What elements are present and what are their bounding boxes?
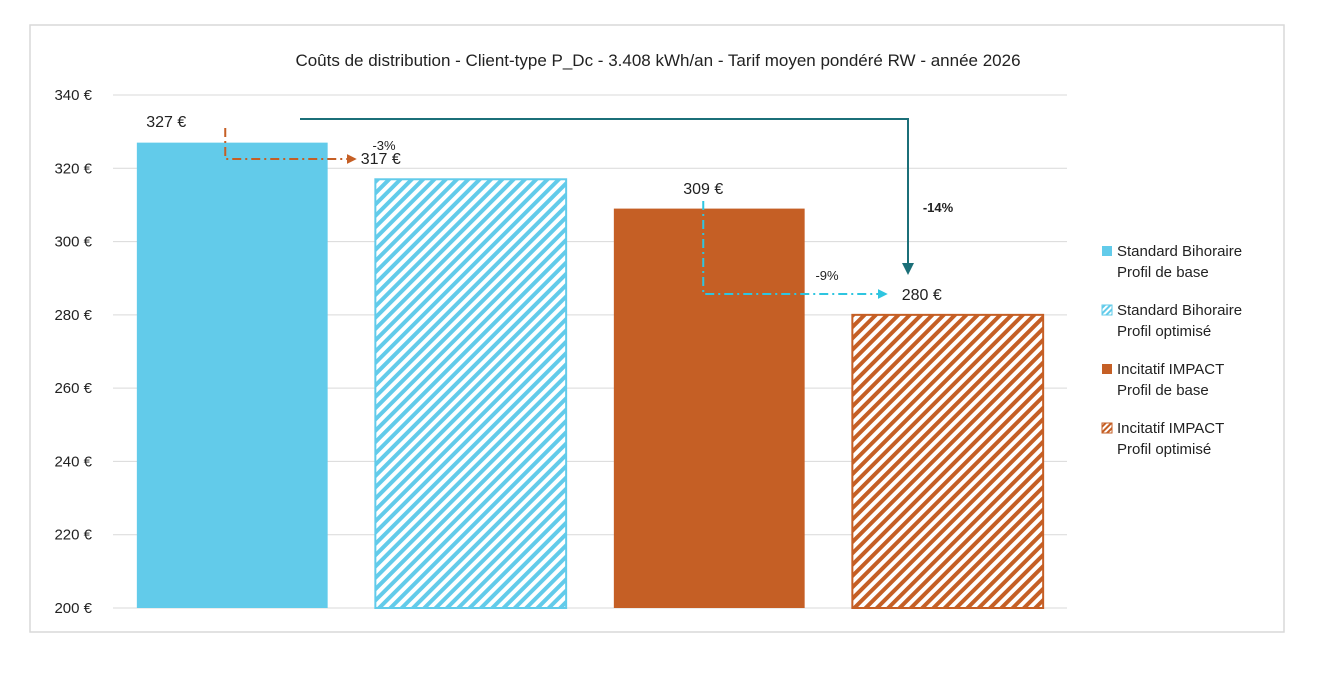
y-tick-label: 220 € xyxy=(54,527,92,544)
arrow-annotation-2 xyxy=(702,201,888,299)
data-label-3: 309 € xyxy=(683,181,723,198)
bar-1 xyxy=(136,142,328,608)
data-label-2: 317 € xyxy=(361,151,401,168)
data-labels: 327 € 317 € 309 € 280 € xyxy=(146,114,942,304)
y-axis: 200 € 220 € 240 € 260 € 280 € 300 € 320 € 340 € xyxy=(54,87,92,617)
legend-label-1-line1: Standard Bihoraire xyxy=(1117,243,1242,260)
arrow-annotation-label-3: -14% xyxy=(923,200,954,215)
bar-2 xyxy=(374,178,568,609)
annotations: -3% -9% -14% xyxy=(224,118,954,299)
y-tick-label: 320 € xyxy=(54,160,92,177)
data-label-4: 280 € xyxy=(902,287,942,304)
legend-swatch-1 xyxy=(1102,246,1112,256)
legend-label-3-line2: Profil de base xyxy=(1117,382,1209,399)
y-tick-label: 240 € xyxy=(54,453,92,470)
data-label-1: 327 € xyxy=(146,114,186,131)
legend: Standard Bihoraire Profil de base Standard… xyxy=(1101,243,1242,458)
y-tick-label: 260 € xyxy=(54,380,92,397)
y-tick-label: 200 € xyxy=(54,600,92,617)
legend-label-4-line1: Incitatif IMPACT xyxy=(1117,420,1224,437)
legend-label-3-line1: Incitatif IMPACT xyxy=(1117,361,1224,378)
y-tick-label: 340 € xyxy=(54,87,92,104)
arrow-annotation-label-1: -3% xyxy=(372,138,396,153)
arrow-annotation-label-2: -9% xyxy=(815,268,839,283)
legend-label-4-line2: Profil optimisé xyxy=(1117,441,1211,458)
y-tick-label: 280 € xyxy=(54,307,92,324)
bar-3 xyxy=(613,208,805,609)
y-tick-label: 300 € xyxy=(54,234,92,251)
legend-swatch-2 xyxy=(1101,304,1113,316)
legend-label-2-line2: Profil optimisé xyxy=(1117,323,1211,340)
legend-swatch-3 xyxy=(1102,364,1112,374)
arrow-annotation-1 xyxy=(224,128,357,164)
bars xyxy=(136,142,1045,609)
legend-swatch-4 xyxy=(1101,422,1113,434)
chart-title: Coûts de distribution - Client-type P_Dc… xyxy=(295,51,1020,70)
arrow-annotation-3 xyxy=(300,118,914,275)
legend-label-2-line1: Standard Bihoraire xyxy=(1117,302,1242,319)
bar-4 xyxy=(851,313,1045,609)
legend-label-1-line2: Profil de base xyxy=(1117,264,1209,281)
